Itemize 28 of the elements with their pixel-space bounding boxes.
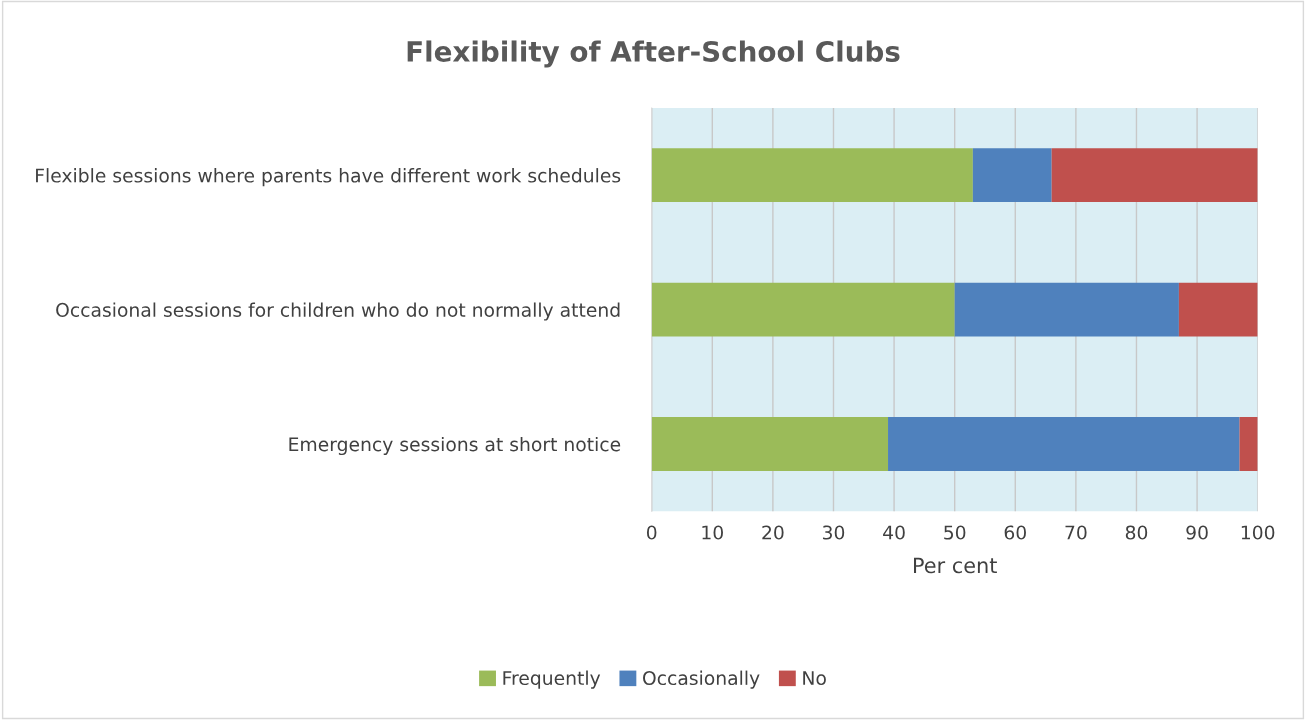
x-tick-label: 70 [1065,525,1087,540]
bar [972,148,1052,203]
legend-label: Frequently [503,670,601,689]
bar [1178,282,1258,337]
bar [954,282,1179,337]
bar [651,417,889,471]
legend-label: No [803,671,826,686]
bar [651,148,973,203]
x-tick-label: 30 [822,525,845,540]
y-tick-label: Flexible sessions where parents have different work schedules [36,168,621,187]
x-tick-label: 50 [944,525,966,540]
x-tick-label: 90 [1186,525,1208,540]
bar [1239,417,1258,471]
x-tick-label: 10 [702,525,723,540]
y-tick-label: Occasional sessions for children who do not normally attend [56,302,620,321]
x-tick-label: 40 [883,525,905,540]
x-tick-label: 80 [1125,525,1148,540]
x-tick-label: 20 [762,525,784,540]
bar [1051,148,1258,203]
x-tick-label: 60 [1004,525,1026,540]
y-tick-label: Emergency sessions at short notice [289,436,621,456]
chart-title: Flexibility of After-School Clubs [407,40,900,68]
x-axis-title: Per cent [914,557,997,574]
x-tick-label: 100 [1241,525,1275,540]
x-tick-label: 0 [646,525,657,540]
bar [888,417,1240,471]
legend-label: Occasionally [643,670,760,689]
bar [651,282,955,337]
